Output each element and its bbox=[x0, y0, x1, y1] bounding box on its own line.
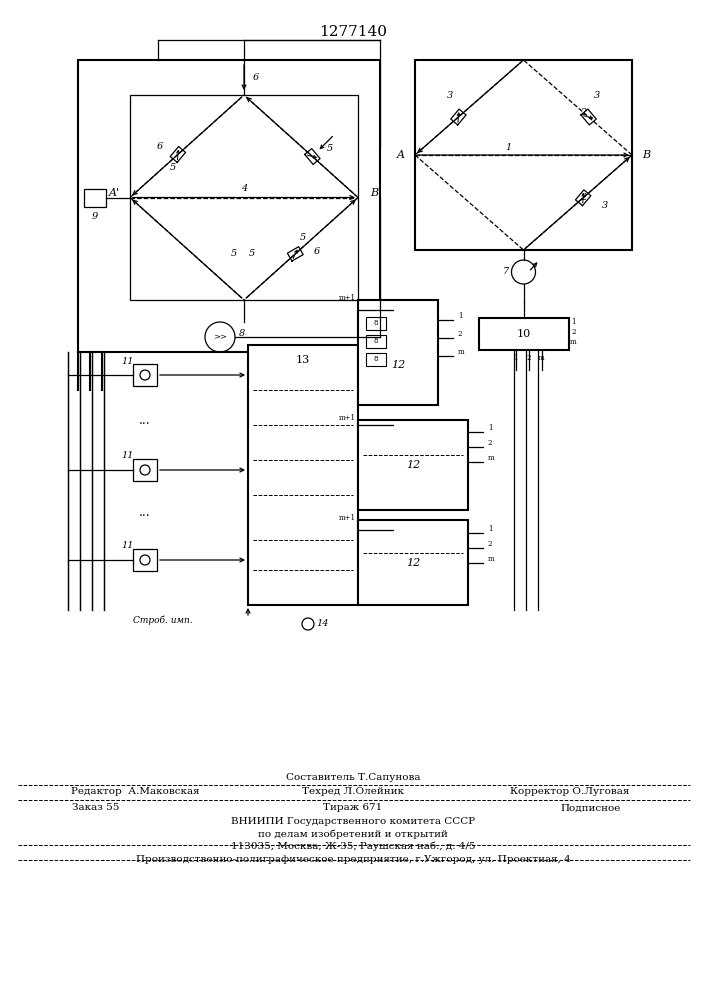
Text: 1: 1 bbox=[488, 525, 493, 533]
Text: 5: 5 bbox=[249, 249, 255, 258]
Text: 6: 6 bbox=[157, 142, 163, 151]
Text: 6: 6 bbox=[314, 247, 320, 256]
Bar bbox=[358, 520, 468, 605]
Text: 3: 3 bbox=[593, 91, 600, 100]
Text: 1: 1 bbox=[458, 312, 462, 320]
Text: 7: 7 bbox=[503, 267, 508, 276]
Text: B: B bbox=[642, 150, 650, 160]
Text: 11: 11 bbox=[122, 542, 134, 550]
Bar bbox=[358, 420, 468, 510]
Text: 11: 11 bbox=[122, 357, 134, 365]
Text: 5: 5 bbox=[170, 163, 176, 172]
Text: 2: 2 bbox=[458, 330, 462, 338]
Text: A: A bbox=[397, 150, 405, 160]
Text: 14: 14 bbox=[317, 619, 329, 629]
Bar bbox=[479, 318, 568, 350]
Text: 2: 2 bbox=[488, 540, 493, 548]
Text: B': B' bbox=[370, 188, 381, 198]
Text: >>: >> bbox=[213, 333, 227, 341]
Text: 2: 2 bbox=[580, 108, 586, 117]
Text: ВНИИПИ Государственного комитета СССР: ВНИИПИ Государственного комитета СССР bbox=[231, 818, 475, 826]
Text: 5: 5 bbox=[300, 233, 306, 242]
Text: 1: 1 bbox=[513, 354, 518, 362]
Text: 4: 4 bbox=[241, 184, 247, 193]
Bar bbox=[133, 459, 157, 481]
Text: 113035, Москва, Ж-35, Раушская наб., д. 4/5: 113035, Москва, Ж-35, Раушская наб., д. … bbox=[230, 841, 475, 851]
Text: Строб. имп.: Строб. имп. bbox=[133, 615, 192, 625]
Text: 1: 1 bbox=[488, 424, 493, 432]
Text: 8: 8 bbox=[374, 355, 378, 363]
Text: m+1: m+1 bbox=[339, 414, 356, 422]
Bar bbox=[133, 549, 157, 571]
Text: 13: 13 bbox=[296, 355, 310, 365]
Bar bbox=[84, 188, 106, 207]
Bar bbox=[248, 345, 358, 605]
Text: 2: 2 bbox=[526, 354, 531, 362]
Text: 2: 2 bbox=[488, 439, 493, 447]
Text: Заказ 55: Заказ 55 bbox=[72, 804, 119, 812]
Text: 8: 8 bbox=[239, 328, 245, 338]
Text: 12: 12 bbox=[391, 360, 405, 370]
Bar bbox=[366, 335, 386, 348]
Text: 1: 1 bbox=[571, 318, 575, 326]
Text: m+1: m+1 bbox=[339, 514, 356, 522]
Bar bbox=[130, 95, 358, 300]
Bar bbox=[415, 60, 632, 250]
Text: 12: 12 bbox=[406, 460, 420, 470]
Text: m: m bbox=[488, 454, 495, 462]
Text: Техред Л.Олейник: Техред Л.Олейник bbox=[302, 788, 404, 796]
Text: ...: ... bbox=[139, 506, 151, 520]
Text: 5: 5 bbox=[231, 249, 237, 258]
Bar bbox=[366, 353, 386, 366]
Text: 10: 10 bbox=[516, 329, 531, 339]
Text: 8: 8 bbox=[374, 319, 378, 327]
Text: A': A' bbox=[109, 188, 120, 198]
Text: Корректор О.Луговая: Корректор О.Луговая bbox=[510, 788, 630, 796]
Text: 2: 2 bbox=[571, 328, 575, 336]
Bar bbox=[358, 300, 438, 405]
Text: по делам изобретений и открытий: по делам изобретений и открытий bbox=[258, 829, 448, 839]
Text: Производственно-полиграфическое предприятие, г.Ужгород, ул. Проектная, 4: Производственно-полиграфическое предприя… bbox=[136, 856, 571, 864]
Text: 11: 11 bbox=[122, 452, 134, 460]
Text: m+1: m+1 bbox=[339, 294, 356, 302]
Text: m: m bbox=[538, 354, 545, 362]
Text: m: m bbox=[488, 555, 495, 563]
Text: 3: 3 bbox=[602, 201, 608, 210]
Bar bbox=[133, 364, 157, 386]
Text: 2: 2 bbox=[580, 193, 586, 202]
Text: 1: 1 bbox=[506, 142, 512, 151]
Text: Редактор  А.Маковская: Редактор А.Маковская bbox=[71, 788, 199, 796]
Bar bbox=[78, 60, 380, 352]
Text: 5: 5 bbox=[327, 144, 334, 153]
Text: m: m bbox=[458, 348, 464, 356]
Text: 8: 8 bbox=[374, 337, 378, 345]
Text: Тираж 671: Тираж 671 bbox=[323, 804, 382, 812]
Text: Подписное: Подписное bbox=[560, 804, 620, 812]
Text: 6: 6 bbox=[253, 73, 259, 82]
Text: 3: 3 bbox=[448, 91, 453, 100]
Text: m: m bbox=[570, 338, 577, 346]
Text: 12: 12 bbox=[406, 558, 420, 568]
Text: ...: ... bbox=[139, 414, 151, 426]
Text: 1277140: 1277140 bbox=[319, 25, 387, 39]
Text: 9: 9 bbox=[92, 212, 98, 221]
Bar bbox=[366, 317, 386, 330]
Text: Составитель Т.Сапунова: Составитель Т.Сапунова bbox=[286, 774, 420, 782]
